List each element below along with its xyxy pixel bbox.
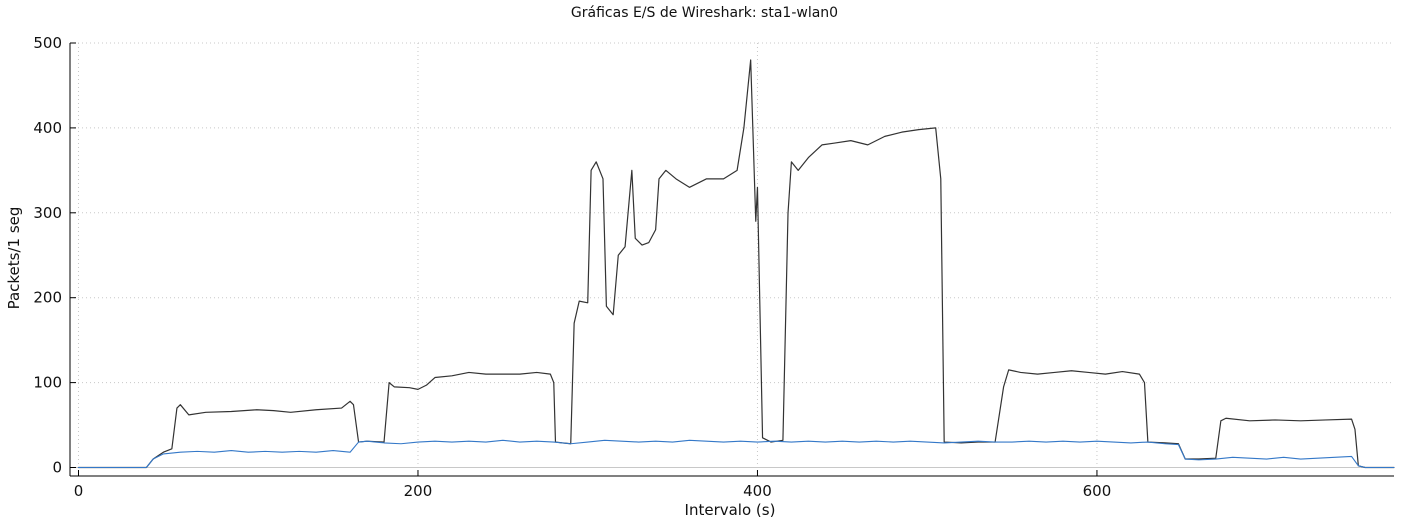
x-axis-label: Intervalo (s) <box>685 501 776 519</box>
x-tick-label: 600 <box>1083 482 1112 500</box>
y-tick-label: 300 <box>33 204 62 222</box>
y-tick-label: 0 <box>52 459 62 477</box>
series-layer <box>77 59 1395 469</box>
x-tick-label: 400 <box>743 482 772 500</box>
y-tick-label: 400 <box>33 119 62 137</box>
y-tick-label: 500 <box>33 34 62 52</box>
series-line-2 <box>77 439 1395 469</box>
axes <box>69 42 1394 477</box>
gridlines <box>70 42 1394 476</box>
y-axis-label: Packets/1 seg <box>5 207 23 310</box>
y-tick-label: 200 <box>33 289 62 307</box>
chart-title: Gráficas E/S de Wireshark: sta1-wlan0 <box>571 5 838 21</box>
series-line-1 <box>77 59 1395 469</box>
x-tick-label: 0 <box>74 482 84 500</box>
tick-labels: 0 100 200 300 400 500 0 200 400 600 <box>33 34 1111 500</box>
y-tick-label: 100 <box>33 374 62 392</box>
x-tick-label: 200 <box>404 482 433 500</box>
